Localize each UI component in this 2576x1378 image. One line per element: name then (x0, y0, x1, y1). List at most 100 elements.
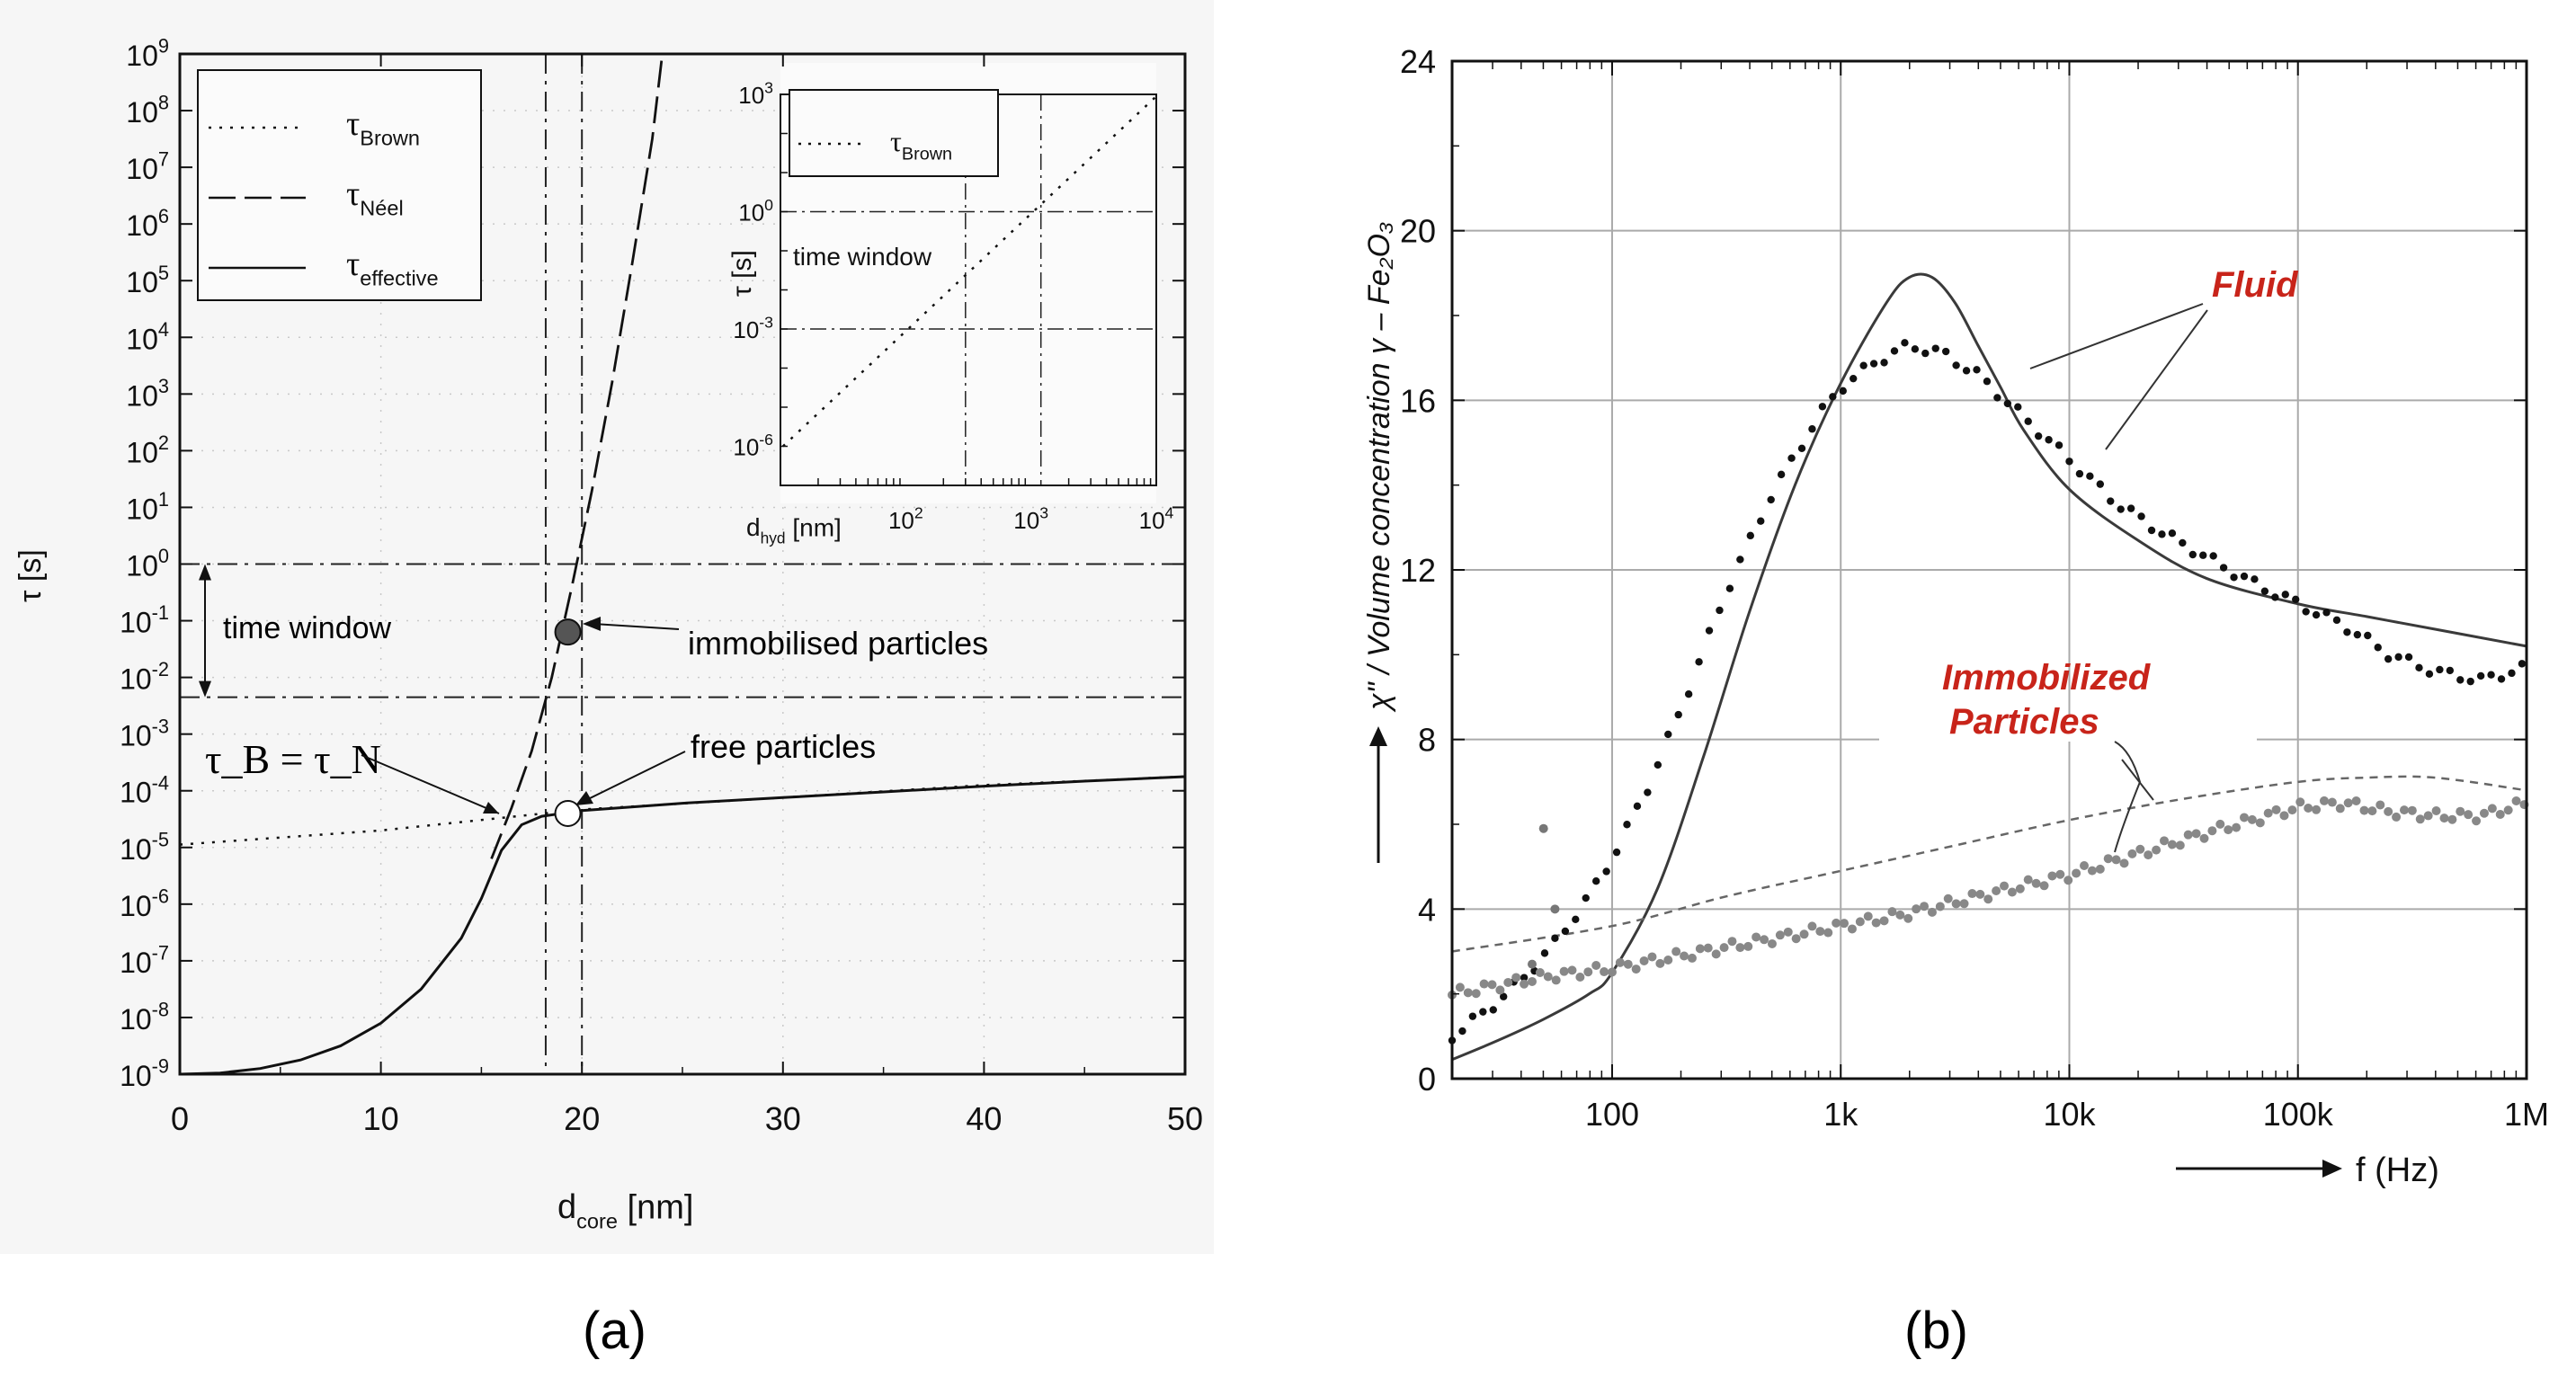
immobilized-dot (1735, 943, 1745, 953)
immobilized-dot (2239, 813, 2249, 822)
panel-a-gridlines (180, 53, 1185, 1075)
immobilized-dot (2407, 805, 2417, 815)
fluid-dot (2003, 399, 2012, 408)
immobilized-dot (2343, 798, 2353, 808)
a-ytick-label: 101 (126, 488, 169, 525)
fluid-dot (2404, 653, 2413, 662)
immobilized-dot (1487, 980, 1497, 990)
a-ytick-label: 109 (126, 35, 169, 72)
immobilized-dot (1583, 967, 1593, 977)
fluid-dot (2446, 666, 2455, 675)
a-ytick-label: 10-1 (120, 601, 169, 638)
immobilized-dot (1807, 921, 1817, 931)
immobilized-dot (1791, 934, 1801, 944)
immobilized-dot (1711, 949, 1721, 959)
panel-a-legend: τBrown τNéel τeffective (197, 69, 482, 301)
fluid-dot (1797, 444, 1806, 452)
immobilized-dot (2392, 812, 2402, 822)
fluid-dot (2312, 610, 2321, 619)
a-ytick-label: 10-2 (120, 658, 169, 695)
immobilized-dot (2175, 840, 2185, 850)
immobilized-dot (1463, 988, 1473, 998)
immobilized-dot (1912, 904, 1921, 914)
fluid-dot (2332, 616, 2341, 625)
fluid-dot (1880, 359, 1888, 367)
immobilized-dot (2279, 811, 2289, 821)
free-particles-arrow (582, 751, 686, 803)
fluid-dot (2199, 551, 2207, 559)
immobilized-dot (1479, 979, 1489, 989)
fluid-dot (1808, 425, 1816, 433)
inset-time-window-label: time window (793, 243, 932, 271)
immobilized-dot (2135, 844, 2145, 854)
fluid-dot (1695, 658, 1703, 666)
immobilized-dot (1535, 967, 1545, 977)
a-ytick-label: 10-6 (120, 885, 169, 921)
immobilized-dot (2503, 805, 2513, 815)
caption-a: (a) (583, 1302, 646, 1360)
a-ytick-label: 106 (126, 205, 169, 242)
immobilized-dot (1935, 902, 1945, 911)
immobilized-dot (2511, 796, 2521, 805)
immobilized-dot (1671, 947, 1681, 956)
immobilized-dot (1783, 927, 1793, 937)
immobilized-dot (1752, 932, 1761, 942)
fluid-dot (1489, 1006, 1497, 1014)
fluid-dot (1787, 454, 1796, 462)
immobilized-dot (2456, 806, 2465, 816)
fluid-dot (2034, 431, 2043, 440)
immobilised-particles-label: immobilised particles (688, 625, 988, 662)
immobilized-dot (1943, 893, 1953, 903)
immobilized-dot (1992, 886, 2001, 896)
immobilized-dot (2464, 810, 2473, 820)
immobilized-dot (2384, 806, 2393, 816)
fluid-dot (2374, 644, 2382, 652)
inset-legend-label: τBrown (890, 125, 952, 164)
fluid-dot (2158, 530, 2166, 538)
immobilized-dot (2055, 869, 2065, 879)
immobilised-arrow-head (583, 617, 601, 631)
inset-xtick: 104 (1139, 503, 1174, 534)
b-ytick-label: 16 (1400, 382, 1436, 419)
fluid-dot (1962, 367, 1971, 375)
series-τ_effective (179, 775, 1186, 1076)
immobilized-dot (1840, 919, 1850, 929)
panel-a-inset: τBrown time window 103 100 10-3 10-6 102 103 104… (727, 63, 1174, 547)
immobilized-dot (2103, 854, 2113, 864)
fluid-dot (2456, 676, 2465, 684)
immobilized-dot (1680, 951, 1689, 961)
immobilized-arrow-1 (2114, 741, 2142, 853)
immobilized-dot (1775, 930, 1785, 940)
b-ytick-label: 0 (1418, 1061, 1436, 1098)
immobilized-dot (2312, 805, 2322, 814)
immobilized-dot (1615, 957, 1625, 967)
a-ytick-label: 10-8 (120, 999, 169, 1036)
immobilized-dot (2072, 868, 2081, 878)
inset-ytick: 10-6 (733, 431, 773, 461)
fluid-dot (1993, 394, 2001, 402)
immobilized-dot (1703, 943, 1713, 953)
immobilized-dot (2191, 829, 2201, 839)
fluid-arrow-1 (2029, 303, 2204, 369)
immobilized-dot (1687, 953, 1697, 963)
a-ytick-label: 10-5 (120, 828, 169, 865)
panel-b-annotations: Fluid Immobilized Particles f (Hz) χ" / … (1362, 222, 2439, 1189)
fluid-dot (1623, 821, 1631, 829)
a-ytick-label: 104 (126, 318, 169, 355)
fluid-dot (2251, 575, 2259, 583)
immobilized-dot (1695, 944, 1705, 954)
immobilized-dot (2247, 814, 2257, 824)
a-ytick-label: 102 (126, 431, 169, 468)
immobilized-dot (2000, 881, 2010, 891)
fluid-dot (1829, 393, 1837, 401)
fluid-dot (2466, 677, 2474, 686)
fluid-dot (1839, 387, 1847, 396)
fluid-dot (1582, 893, 1590, 902)
immobilized-dot (2087, 866, 2097, 876)
immobilized-dot (1591, 961, 1601, 971)
immobilized-dot (2007, 887, 2017, 897)
immobilized-dot (1815, 927, 1825, 937)
fluid-dot (2075, 469, 2084, 478)
fluid-dot (1572, 915, 1580, 924)
fluid-dot (1674, 710, 1682, 719)
